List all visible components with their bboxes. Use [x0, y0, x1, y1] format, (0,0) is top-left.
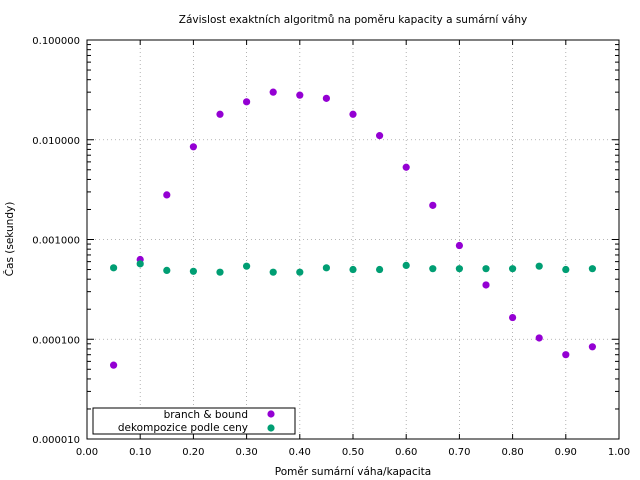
point-branch-bound	[455, 241, 463, 250]
point-dekompozice	[322, 264, 330, 272]
data-points	[110, 88, 597, 369]
y-tick-label: 0.010000	[32, 136, 80, 147]
point-dekompozice	[376, 265, 384, 274]
point-branch-bound	[189, 143, 197, 151]
x-tick-label: 0.00	[76, 447, 98, 458]
point-dekompozice	[535, 262, 543, 270]
point-dekompozice	[136, 260, 144, 268]
point-dekompozice	[110, 264, 118, 272]
x-tick-label: 0.60	[395, 447, 417, 458]
point-branch-bound	[508, 313, 517, 322]
point-dekompozice	[588, 265, 597, 273]
y-tick-label: 0.100000	[32, 36, 80, 47]
point-dekompozice	[349, 265, 357, 274]
point-branch-bound	[349, 110, 357, 118]
point-dekompozice	[562, 265, 570, 274]
point-dekompozice	[455, 265, 463, 273]
point-branch-bound	[376, 132, 384, 140]
point-dekompozice	[429, 265, 437, 273]
chart-title: Závislost exaktních algoritmů na poměru …	[179, 14, 527, 26]
point-dekompozice	[402, 261, 410, 269]
point-dekompozice	[269, 268, 277, 276]
x-tick-label: 0.30	[235, 447, 257, 458]
grid-lines	[87, 40, 619, 439]
x-tick-label: 0.20	[182, 447, 204, 458]
x-axis-ticks: 0.00 0.10 0.20 0.30 0.40 0.50 0.60 0.70 0.80 0.90…	[76, 40, 630, 458]
x-tick-label: 0.10	[129, 447, 151, 458]
x-tick-label: 0.40	[289, 447, 311, 458]
point-dekompozice	[508, 265, 517, 273]
legend-marker-branch-bound	[267, 410, 275, 418]
y-tick-label: 0.000010	[32, 435, 80, 446]
y-tick-label: 0.001000	[32, 236, 80, 247]
point-branch-bound	[482, 281, 490, 289]
point-branch-bound	[402, 163, 410, 171]
point-branch-bound	[562, 351, 570, 359]
point-dekompozice	[216, 268, 224, 276]
point-branch-bound	[588, 343, 597, 351]
point-dekompozice	[296, 268, 304, 276]
legend-label-dekompozice: dekompozice podle ceny	[118, 422, 248, 434]
point-branch-bound	[296, 91, 304, 99]
legend: branch & bound dekompozice podle ceny	[92, 407, 296, 435]
point-branch-bound	[535, 334, 543, 342]
legend-label-branch-bound: branch & bound	[164, 409, 248, 421]
point-dekompozice	[163, 266, 171, 275]
x-tick-label: 0.80	[501, 447, 523, 458]
y-tick-label: 0.000100	[32, 335, 80, 346]
point-branch-bound	[216, 110, 224, 118]
point-dekompozice	[482, 265, 490, 273]
point-branch-bound	[429, 201, 437, 209]
point-branch-bound	[322, 94, 330, 102]
point-branch-bound	[243, 98, 251, 106]
x-tick-label: 0.70	[448, 447, 470, 458]
point-dekompozice	[243, 262, 251, 270]
y-axis-ticks: 0.000010 0.000100 0.001000 0.010000 0.100000	[32, 36, 619, 446]
x-tick-label: 0.50	[342, 447, 364, 458]
point-branch-bound	[110, 361, 118, 369]
y-axis-title: Čas (sekundy)	[3, 202, 16, 277]
x-tick-label: 0.90	[555, 447, 577, 458]
x-tick-label: 1.00	[608, 447, 630, 458]
point-branch-bound	[269, 88, 277, 96]
point-dekompozice	[189, 267, 197, 275]
x-axis-title: Poměr sumární váha/kapacita	[275, 466, 432, 478]
point-branch-bound	[163, 191, 171, 199]
legend-marker-dekompozice	[267, 424, 275, 432]
legend-box	[92, 407, 296, 435]
